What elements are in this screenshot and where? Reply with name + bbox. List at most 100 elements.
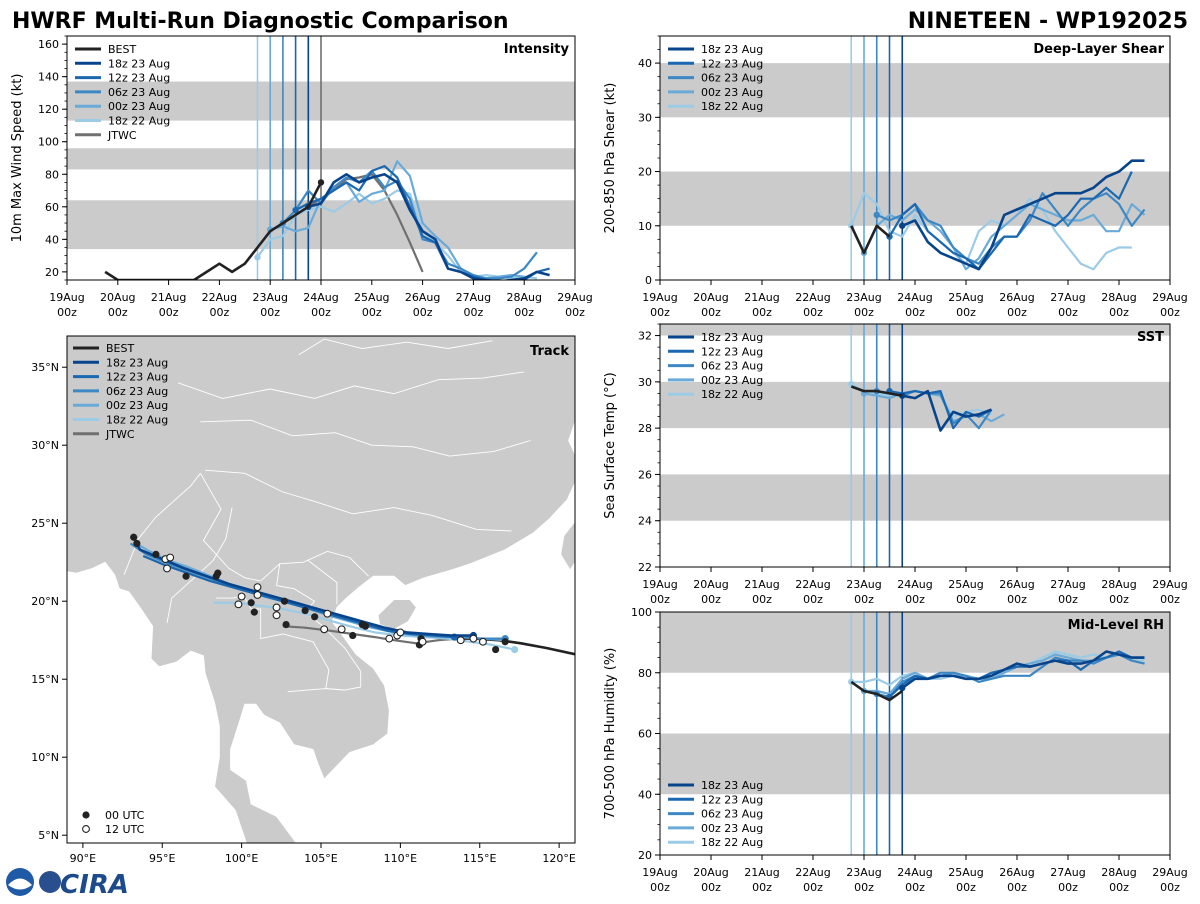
track-y-tick-label: 25°N xyxy=(31,517,59,530)
admin-border-2 xyxy=(260,550,369,582)
admin-border-0 xyxy=(123,473,201,575)
rh-x-tick-label-day: 23Aug xyxy=(846,866,881,879)
sst-x-tick-label-day: 25Aug xyxy=(948,578,983,591)
legend-label-00z-23-aug: 00z 23 Aug xyxy=(108,100,170,113)
intensity-x-tick-label-day: 27Aug xyxy=(456,291,491,304)
intensity-y-tick-label: 80 xyxy=(45,168,59,181)
shear-x-tick-label-hour: 00z xyxy=(1058,306,1078,319)
sst-x-tick-label-hour: 00z xyxy=(854,593,874,606)
taiwan-island xyxy=(560,521,575,571)
track-point-00utc xyxy=(311,613,319,621)
track-point-12utc xyxy=(253,591,262,599)
sst-band-0 xyxy=(660,474,1170,521)
intensity-plot-area xyxy=(67,36,575,280)
track-jtwc xyxy=(282,625,458,645)
track-point-12utc xyxy=(272,603,281,612)
legend-label-18z-22-aug: 18z 22 Aug xyxy=(701,100,763,113)
intensity-series-18z-23-aug xyxy=(307,173,550,280)
sst-x-tick-label-hour: 00z xyxy=(1058,593,1078,606)
legend-label-00-utc: 00 UTC xyxy=(105,809,145,822)
sst-x-tick-label-hour: 00z xyxy=(650,593,670,606)
legend-label-06z-23-aug: 06z 23 Aug xyxy=(701,808,763,821)
intensity-x-tick-label-day: 20Aug xyxy=(100,291,135,304)
track-point-00utc xyxy=(182,572,190,580)
rh-y-tick-label: 100 xyxy=(631,606,652,619)
shear-x-tick-label-hour: 00z xyxy=(1007,306,1027,319)
track-point-00utc xyxy=(133,539,141,548)
legend-marker-12utc xyxy=(82,825,90,833)
legend-label-06z-23-aug: 06z 23 Aug xyxy=(108,86,170,99)
intensity-y-tick-label: 120 xyxy=(38,103,59,116)
shear-series-18z-23-aug xyxy=(901,159,1145,271)
rh-x-tick-label-day: 28Aug xyxy=(1101,866,1136,879)
legend-label-18z-22-aug: 18z 22 Aug xyxy=(108,115,170,128)
intensity-x-tick-label-day: 24Aug xyxy=(303,291,338,304)
intensity-x-tick-label-hour: 00z xyxy=(311,306,331,319)
shear-x-tick-label-day: 21Aug xyxy=(744,291,779,304)
legend-label-00z-23-aug: 00z 23 Aug xyxy=(701,374,763,387)
sst-x-tick-label-day: 24Aug xyxy=(897,578,932,591)
legend-label-best: BEST xyxy=(108,43,136,56)
track-point-00utc xyxy=(361,622,370,630)
track-point-12utc xyxy=(234,600,243,609)
track-y-tick-label: 10°N xyxy=(31,751,59,764)
track-point-00utc xyxy=(301,606,309,615)
intensity-x-tick-label-hour: 00z xyxy=(57,306,77,319)
admin-border-7 xyxy=(205,469,512,532)
track-panel: 90°E 95°E 100°E 105°E 110°E 115°E 120°E 5°N 10°N… xyxy=(31,335,576,865)
shear-x-tick-label-day: 27Aug xyxy=(1050,291,1085,304)
sst-x-tick-label-day: 21Aug xyxy=(744,578,779,591)
rh-x-tick-label-day: 21Aug xyxy=(744,866,779,879)
legend-label-18z-22-aug: 18z 22 Aug xyxy=(701,388,763,401)
shear-x-tick-label-day: 24Aug xyxy=(897,291,932,304)
track-point-12utc xyxy=(253,583,262,592)
legend-label-12z-23-aug: 12z 23 Aug xyxy=(701,57,763,70)
shear-x-tick-label-hour: 00z xyxy=(1109,306,1129,319)
figure-title: HWRF Multi-Run Diagnostic Comparison xyxy=(12,9,509,34)
intensity-panel: 20 40 60 80 100 120 140 160 19Aug 00z 20Aug 00z 21Au… xyxy=(10,35,593,319)
rh-x-tick-label-hour: 00z xyxy=(803,881,823,894)
track-point-12utc xyxy=(385,634,394,643)
admin-border-9 xyxy=(177,371,525,399)
intensity-start-marker-18z-22-aug xyxy=(254,254,261,261)
legend-label-06z-23-aug: 06z 23 Aug xyxy=(701,72,763,85)
rh-x-tick-label-hour: 00z xyxy=(1109,881,1129,894)
intensity-x-tick-label-day: 25Aug xyxy=(354,291,389,304)
track-x-tick-label: 90°E xyxy=(70,852,96,865)
rh-panel: 20 40 60 80 100 19Aug 00z 20Aug 00z 21Aug 00z 22Aug… xyxy=(603,606,1188,894)
intensity-x-tick-label-hour: 00z xyxy=(362,306,382,319)
track-point-12utc xyxy=(396,628,405,637)
intensity-y-tick-label: 20 xyxy=(45,266,59,279)
rh-x-tick-label-day: 29Aug xyxy=(1152,866,1187,879)
track-x-tick-label: 120°E xyxy=(542,852,575,865)
sst-series-best xyxy=(850,385,903,397)
rh-x-tick-label-hour: 00z xyxy=(956,881,976,894)
shear-x-tick-label-day: 26Aug xyxy=(999,291,1034,304)
admin-border-10 xyxy=(298,338,493,356)
intensity-series-18z-22-aug xyxy=(256,189,538,280)
rh-panel-title: Mid-Level RH xyxy=(1068,618,1164,633)
track-point-12utc xyxy=(478,637,487,646)
sst-y-tick-label: 30 xyxy=(638,376,652,389)
rh-x-tick-label-day: 22Aug xyxy=(795,866,830,879)
shear-x-tick-label-hour: 00z xyxy=(752,306,772,319)
rh-x-tick-label-hour: 00z xyxy=(905,881,925,894)
track-point-00utc xyxy=(349,631,357,640)
sst-y-tick-label: 24 xyxy=(638,515,652,528)
rh-band-0 xyxy=(660,733,1170,795)
track-point-00utc xyxy=(282,621,290,629)
legend-marker-00utc xyxy=(82,811,90,819)
shear-x-tick-label-hour: 00z xyxy=(854,306,874,319)
track-x-tick-label: 115°E xyxy=(463,852,496,865)
shear-start-marker-18z-23-aug xyxy=(899,222,906,229)
rh-x-tick-label-day: 27Aug xyxy=(1050,866,1085,879)
rh-x-tick-label-hour: 00z xyxy=(1007,881,1027,894)
rh-x-tick-label-hour: 00z xyxy=(650,881,670,894)
track-18z-22-aug xyxy=(213,601,515,651)
track-point-12utc xyxy=(337,625,346,634)
rh-series-best xyxy=(850,680,904,702)
rh-y-tick-label: 80 xyxy=(638,667,652,680)
sst-x-tick-label-hour: 00z xyxy=(1007,593,1027,606)
intensity-x-tick-label-day: 28Aug xyxy=(506,291,541,304)
